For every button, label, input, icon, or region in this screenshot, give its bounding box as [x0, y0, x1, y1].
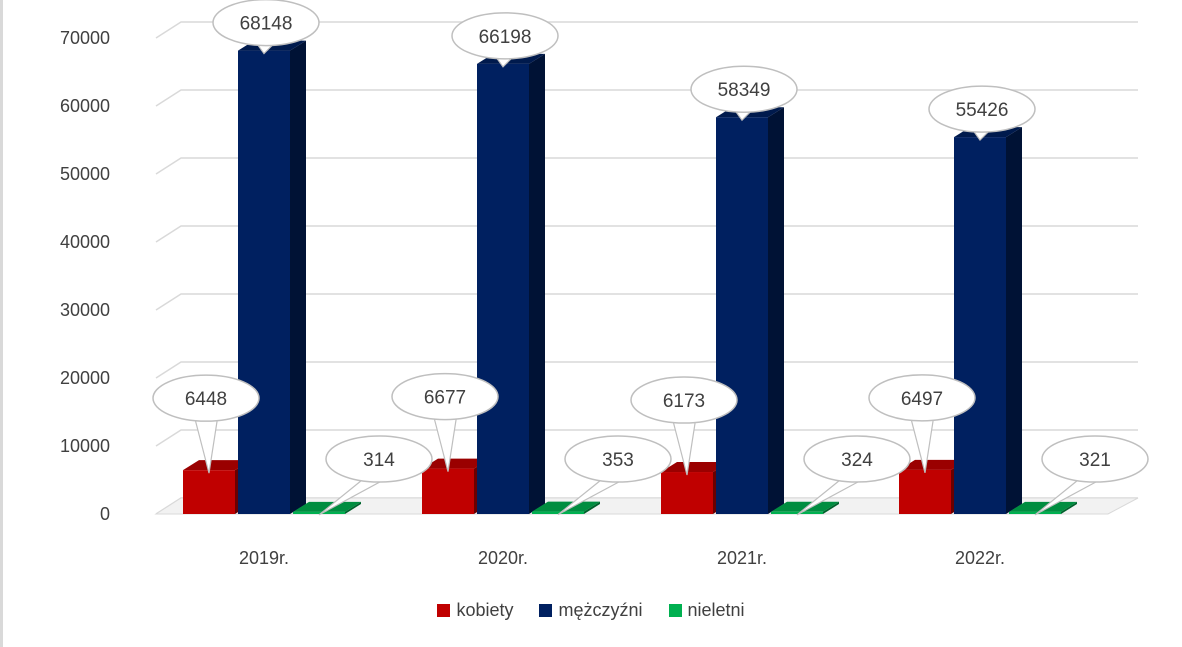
y-tick-label: 40000: [60, 232, 110, 252]
callout-seam: [847, 474, 867, 480]
legend-item-kobiety: kobiety: [437, 600, 513, 621]
x-tick-label: 2020r.: [478, 548, 528, 568]
callout-bubble: [451, 12, 559, 60]
callout-seam: [734, 104, 754, 111]
data-label: 6173: [663, 391, 705, 412]
bar: [422, 468, 474, 514]
bar-top: [899, 459, 967, 470]
bar-side: [584, 501, 600, 514]
callout-bubble: [212, 0, 320, 47]
y-tick-label: 60000: [60, 96, 110, 116]
legend-item-mezczyzni: mężczyźni: [539, 600, 643, 621]
y-axis: 0 10000 20000 30000 40000 50000 60000 70000: [60, 28, 110, 524]
bar-side: [290, 40, 306, 515]
x-axis: 2019r. 2020r. 2021r. 2022r.: [239, 548, 1005, 568]
callout-bubble: [391, 372, 499, 421]
bar: [771, 511, 823, 514]
legend-label-nieletni: nieletni: [687, 600, 745, 620]
callout-seam: [912, 412, 932, 419]
y-tick-label: 20000: [60, 368, 110, 388]
data-label: 68148: [240, 14, 293, 35]
data-label: 6497: [901, 389, 943, 410]
x-tick-label: 2019r.: [239, 548, 289, 568]
bar-top: [183, 460, 251, 471]
gridline: [155, 89, 1138, 107]
callout-seam: [674, 415, 694, 422]
legend-label-kobiety: kobiety: [456, 600, 514, 620]
callout-seam: [608, 474, 628, 480]
bar: [899, 469, 951, 514]
bar-top: [771, 501, 839, 512]
data-label: 321: [1079, 450, 1111, 471]
callout-seam: [972, 124, 992, 131]
data-label: 324: [841, 450, 873, 471]
callout-bubble: [928, 85, 1036, 133]
bars: [183, 40, 1077, 515]
y-tick-label: 0: [100, 504, 110, 524]
bar-side: [529, 53, 545, 514]
callout-bubble: [152, 374, 260, 422]
bar-top: [532, 501, 600, 512]
gridline: [155, 225, 1138, 243]
legend-item-nieletni: nieletni: [668, 600, 745, 621]
bar-top: [293, 501, 361, 512]
legend-label-mezczyzni: mężczyźni: [558, 600, 643, 620]
bar: [954, 137, 1006, 514]
gridline: [155, 157, 1138, 175]
y-tick-label: 30000: [60, 300, 110, 320]
bar: [716, 117, 768, 514]
callout-bubble: [690, 65, 798, 113]
gridline: [155, 361, 1138, 379]
callout-bubble: [803, 435, 911, 483]
callout-seam: [495, 50, 515, 57]
callout-seam: [256, 37, 276, 44]
data-labels: 6448 68148 314 6677 66198 353 6173 58349 324 6497…: [152, 0, 1149, 516]
y-tick-label: 10000: [60, 436, 110, 456]
bar-top: [422, 458, 490, 469]
callout-bubble: [325, 435, 433, 483]
bar: [238, 50, 290, 515]
callout-seam: [369, 474, 389, 480]
bar-side: [823, 501, 839, 514]
frame-left-border: [0, 0, 3, 647]
legend: kobiety mężczyźni nieletni: [0, 600, 1182, 621]
bar-side: [1006, 127, 1022, 514]
callout-seam: [1085, 474, 1105, 480]
gridline: [155, 21, 1138, 39]
data-label: 58349: [718, 80, 771, 101]
data-label: 66198: [479, 27, 532, 48]
data-label: 314: [363, 450, 395, 471]
bar: [661, 472, 713, 514]
gridline: [155, 293, 1138, 311]
bar-top: [1009, 501, 1077, 512]
bar-side: [345, 501, 361, 514]
callout-seam: [435, 411, 455, 418]
bar-top: [661, 462, 729, 473]
callout-bubble: [868, 374, 976, 422]
y-tick-label: 70000: [60, 28, 110, 48]
gridline: [155, 429, 1138, 447]
callout-seam: [196, 413, 216, 420]
data-label: 6448: [185, 389, 227, 410]
bar: [1009, 511, 1061, 514]
data-label: 55426: [956, 100, 1009, 121]
bar: [293, 511, 345, 514]
legend-swatch-nieletni: [668, 604, 682, 617]
callout-bubble: [1041, 435, 1149, 483]
callout-bubble: [564, 435, 672, 483]
bar: [532, 511, 584, 514]
bar: [183, 470, 235, 514]
callout-bubble: [630, 376, 738, 424]
bar-side: [768, 107, 784, 514]
data-label: 353: [602, 450, 634, 471]
bar-side: [1061, 501, 1077, 514]
x-tick-label: 2022r.: [955, 548, 1005, 568]
legend-swatch-kobiety: [437, 604, 451, 617]
bar: [477, 63, 529, 514]
x-tick-label: 2021r.: [717, 548, 767, 568]
y-tick-label: 50000: [60, 164, 110, 184]
data-label: 6677: [424, 388, 466, 409]
legend-swatch-mezczyzni: [539, 604, 553, 617]
